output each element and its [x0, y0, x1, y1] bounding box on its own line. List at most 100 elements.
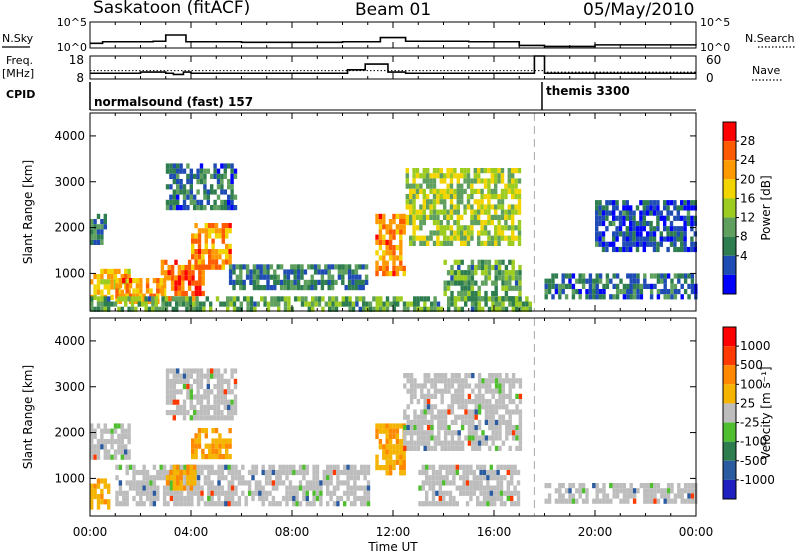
power-cell [266, 274, 270, 280]
power-cell [693, 220, 697, 227]
velocity-cell [199, 410, 204, 416]
velocity-cell [431, 475, 436, 481]
power-cell [636, 278, 640, 284]
velocity-cell [353, 475, 357, 481]
power-cell [218, 233, 222, 239]
power-cell [601, 205, 606, 211]
velocity-cell [454, 414, 458, 420]
power-cell [230, 189, 234, 195]
power-cell [419, 296, 424, 302]
power-cell [497, 204, 501, 210]
power-cell [233, 173, 238, 179]
velocity-cell [423, 445, 427, 451]
power-cell [402, 301, 407, 307]
power-cell [467, 270, 471, 276]
velocity-cell [93, 428, 97, 434]
power-cell [160, 259, 165, 265]
velocity-cell [482, 495, 487, 502]
power-cell [405, 194, 409, 200]
velocity-cell [450, 378, 455, 384]
velocity-cell [115, 490, 119, 496]
power-cell [310, 274, 314, 280]
velocity-cell [491, 378, 495, 384]
power-cell [402, 229, 406, 235]
power-y-tick-label: 2000 [54, 221, 85, 235]
power-cell [595, 283, 599, 289]
power-cell [185, 306, 189, 312]
power-cell [676, 231, 680, 237]
velocity-cell [395, 439, 400, 445]
velocity-cell [378, 444, 383, 450]
power-cell [497, 214, 501, 220]
velocity-cell [474, 409, 478, 415]
velocity-cell [489, 475, 493, 481]
velocity-cell [363, 501, 367, 507]
velocity-cell [201, 454, 205, 460]
velocity-cell [421, 485, 425, 491]
power-cell [214, 259, 219, 265]
power-cell [504, 194, 508, 200]
power-cell [497, 264, 502, 271]
power-cell [122, 293, 126, 299]
velocity-cell [254, 464, 259, 470]
power-cell [470, 285, 475, 291]
velocity-cell [474, 430, 478, 436]
velocity-cell [220, 469, 225, 476]
velocity-cell [477, 373, 482, 379]
velocity-cell [433, 388, 438, 394]
velocity-cell [322, 475, 326, 481]
power-cell [139, 293, 143, 299]
velocity-cell [176, 475, 180, 481]
velocity-cell [191, 454, 195, 460]
velocity-cell [225, 448, 229, 454]
power-cell [436, 209, 440, 215]
power-cell [279, 264, 284, 270]
velocity-cell [278, 464, 282, 470]
power-cell [186, 189, 190, 195]
power-cell [233, 194, 238, 200]
power-cell [491, 296, 495, 302]
power-cell [473, 214, 477, 220]
velocity-cell [251, 464, 255, 470]
velocity-cell [496, 464, 500, 470]
power-cell [354, 264, 359, 270]
power-cell [174, 259, 178, 265]
velocity-cell [233, 399, 238, 405]
power-cell [174, 275, 178, 281]
power-colorbar-tick-label: 12 [740, 211, 755, 225]
power-cell [169, 194, 173, 200]
power-cell [395, 265, 400, 271]
velocity-cell [186, 384, 190, 390]
velocity-cell [332, 501, 337, 507]
power-cell [602, 283, 606, 289]
power-cell [110, 284, 114, 290]
velocity-cell [388, 459, 393, 465]
power-cell [204, 228, 208, 234]
power-cell [156, 278, 160, 284]
power-cell [601, 220, 606, 227]
velocity-cell [305, 490, 309, 496]
power-cell [463, 204, 467, 210]
power-cell [115, 288, 119, 294]
power-cell [656, 241, 660, 247]
velocity-cell [213, 415, 217, 421]
power-cell [514, 194, 518, 200]
power-cell [227, 184, 231, 190]
power-cell [181, 275, 185, 281]
velocity-cell [90, 449, 94, 455]
power-cell [449, 199, 454, 205]
power-cell [673, 273, 678, 279]
noise-y-tick-label: 10^0 [57, 41, 87, 54]
power-cell [581, 278, 586, 284]
velocity-cell [612, 483, 616, 489]
power-cell [426, 306, 430, 312]
power-cell [466, 204, 471, 210]
power-cell [605, 241, 609, 247]
velocity-cell [409, 419, 414, 425]
velocity-cell [96, 439, 101, 445]
velocity-cell [261, 485, 265, 491]
velocity-cell [437, 409, 441, 415]
velocity-cell [309, 485, 313, 491]
power-cell [218, 228, 222, 234]
power-cell [178, 301, 182, 307]
